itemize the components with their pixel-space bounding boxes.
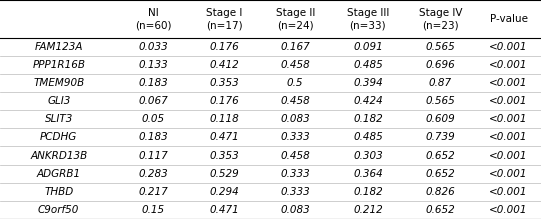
Text: 0.529: 0.529 xyxy=(209,169,239,179)
Text: <0.001: <0.001 xyxy=(489,150,528,161)
Text: <0.001: <0.001 xyxy=(489,114,528,124)
Text: 0.333: 0.333 xyxy=(280,169,310,179)
Text: Stage II
(n=24): Stage II (n=24) xyxy=(275,8,315,30)
Text: 0.565: 0.565 xyxy=(426,96,456,106)
Text: <0.001: <0.001 xyxy=(489,78,528,88)
Text: NI
(n=60): NI (n=60) xyxy=(135,8,171,30)
Text: Stage I
(n=17): Stage I (n=17) xyxy=(206,8,242,30)
Text: Stage IV
(n=23): Stage IV (n=23) xyxy=(419,8,462,30)
Text: 0.652: 0.652 xyxy=(426,205,456,215)
Text: ANKRD13B: ANKRD13B xyxy=(30,150,87,161)
Text: 0.15: 0.15 xyxy=(141,205,164,215)
Text: P-value: P-value xyxy=(490,14,527,24)
Text: 0.353: 0.353 xyxy=(209,78,239,88)
Text: 0.091: 0.091 xyxy=(353,42,382,52)
Text: 0.458: 0.458 xyxy=(280,60,310,70)
Text: 0.05: 0.05 xyxy=(141,114,164,124)
Text: GLI3: GLI3 xyxy=(47,96,70,106)
Text: <0.001: <0.001 xyxy=(489,169,528,179)
Text: <0.001: <0.001 xyxy=(489,42,528,52)
Text: TMEM90B: TMEM90B xyxy=(33,78,84,88)
Text: SLIT3: SLIT3 xyxy=(44,114,73,124)
Text: 0.067: 0.067 xyxy=(138,96,168,106)
Text: 0.167: 0.167 xyxy=(280,42,310,52)
Text: 0.609: 0.609 xyxy=(426,114,456,124)
Text: <0.001: <0.001 xyxy=(489,60,528,70)
Text: 0.118: 0.118 xyxy=(209,114,239,124)
Text: 0.485: 0.485 xyxy=(353,132,382,142)
Text: 0.471: 0.471 xyxy=(209,205,239,215)
Text: <0.001: <0.001 xyxy=(489,96,528,106)
Text: 0.412: 0.412 xyxy=(209,60,239,70)
Text: 0.182: 0.182 xyxy=(353,187,382,197)
Text: 0.87: 0.87 xyxy=(429,78,452,88)
Text: 0.471: 0.471 xyxy=(209,132,239,142)
Text: 0.176: 0.176 xyxy=(209,96,239,106)
Text: 0.176: 0.176 xyxy=(209,42,239,52)
Text: PCDHG: PCDHG xyxy=(40,132,77,142)
Text: 0.394: 0.394 xyxy=(353,78,382,88)
Text: THBD: THBD xyxy=(44,187,74,197)
Text: 0.5: 0.5 xyxy=(287,78,304,88)
Text: 0.182: 0.182 xyxy=(353,114,382,124)
Text: 0.485: 0.485 xyxy=(353,60,382,70)
Text: 0.033: 0.033 xyxy=(138,42,168,52)
Text: 0.826: 0.826 xyxy=(426,187,456,197)
Text: 0.133: 0.133 xyxy=(138,60,168,70)
Text: 0.353: 0.353 xyxy=(209,150,239,161)
Text: 0.217: 0.217 xyxy=(138,187,168,197)
Text: 0.212: 0.212 xyxy=(353,205,382,215)
Text: 0.458: 0.458 xyxy=(280,96,310,106)
Text: 0.294: 0.294 xyxy=(209,187,239,197)
Text: 0.183: 0.183 xyxy=(138,132,168,142)
Text: 0.303: 0.303 xyxy=(353,150,382,161)
Text: 0.183: 0.183 xyxy=(138,78,168,88)
Text: C9orf50: C9orf50 xyxy=(38,205,80,215)
Text: <0.001: <0.001 xyxy=(489,187,528,197)
Text: PPP1R16B: PPP1R16B xyxy=(32,60,85,70)
Text: 0.565: 0.565 xyxy=(426,42,456,52)
Text: FAM123A: FAM123A xyxy=(35,42,83,52)
Text: 0.739: 0.739 xyxy=(426,132,456,142)
Text: Stage III
(n=33): Stage III (n=33) xyxy=(347,8,389,30)
Text: <0.001: <0.001 xyxy=(489,205,528,215)
Text: 0.333: 0.333 xyxy=(280,187,310,197)
Text: 0.283: 0.283 xyxy=(138,169,168,179)
Text: 0.333: 0.333 xyxy=(280,132,310,142)
Text: 0.652: 0.652 xyxy=(426,150,456,161)
Text: 0.696: 0.696 xyxy=(426,60,456,70)
Text: 0.424: 0.424 xyxy=(353,96,382,106)
Text: <0.001: <0.001 xyxy=(489,132,528,142)
Text: 0.364: 0.364 xyxy=(353,169,382,179)
Text: 0.117: 0.117 xyxy=(138,150,168,161)
Text: 0.083: 0.083 xyxy=(280,205,310,215)
Text: ADGRB1: ADGRB1 xyxy=(37,169,81,179)
Text: 0.083: 0.083 xyxy=(280,114,310,124)
Text: 0.652: 0.652 xyxy=(426,169,456,179)
Text: 0.458: 0.458 xyxy=(280,150,310,161)
